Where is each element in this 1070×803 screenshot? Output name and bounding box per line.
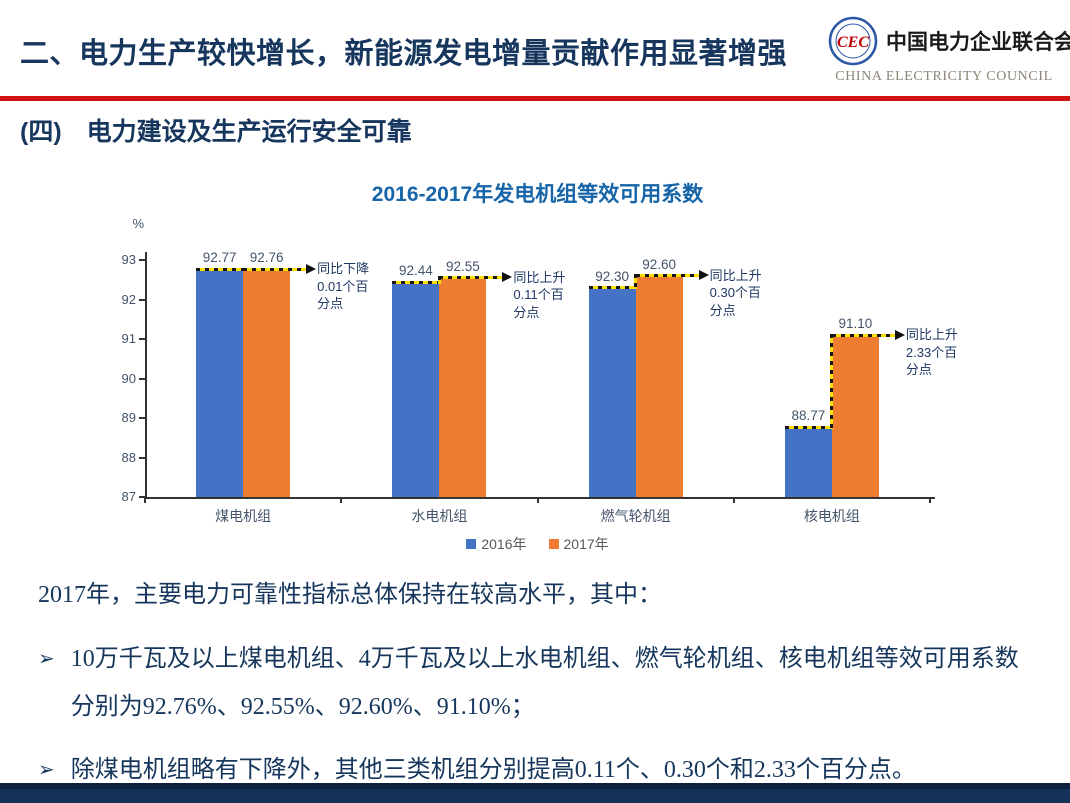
page-title: 二、电力生产较快增长，新能源发电增量贡献作用显著增强 (20, 38, 788, 70)
category-label: 煤电机组 (215, 508, 272, 524)
bar-chart: 2016-2017年发电机组等效可用系数 % 2016年 2017年 87 88 89… (0, 170, 1070, 570)
org-logo: CEC 中国电力企业联合会 CHINA ELECTRICITY COUNCIL (828, 16, 1070, 85)
bar-2016 (392, 282, 440, 497)
bullet-item: ➢ 10万千瓦及以上煤电机组、4万千瓦及以上水电机组、燃气轮机组、核电机组等效可用… (38, 635, 1043, 731)
bullet-arrow-icon: ➢ (38, 759, 55, 781)
bar-2017 (635, 275, 683, 497)
section-title: (四) 电力建设及生产运行安全可靠 (20, 118, 412, 146)
y-tick-label: 87 (121, 489, 136, 504)
footer-bar (0, 783, 1070, 803)
annotation-callout: 同比下降 0.01个百 分点 (317, 261, 370, 312)
svg-text:CEC: CEC (837, 34, 869, 51)
bar-value-label: 92.77 (202, 250, 237, 266)
arrow-right-icon (306, 263, 317, 274)
legend-swatch (466, 539, 477, 549)
y-tick-label: 88 (121, 449, 136, 465)
org-name-en: CHINA ELECTRICITY COUNCIL (835, 69, 1053, 84)
bar-value-label: 92.30 (595, 268, 630, 284)
y-axis-unit-label: % (132, 216, 144, 231)
bar-2016 (196, 269, 244, 497)
y-axis-tick (139, 417, 145, 419)
change-connector (635, 274, 699, 278)
y-axis-tick (139, 259, 145, 261)
arrow-right-icon (894, 329, 905, 340)
x-axis-tick (340, 497, 343, 503)
annotation-callout: 同比上升 2.33个百 分点 (905, 327, 958, 378)
legend-label: 2016年 (481, 536, 527, 552)
change-connector (831, 333, 895, 337)
change-connector (830, 333, 834, 429)
legend-item: 2017年 (548, 534, 609, 554)
legend-label: 2017年 (563, 536, 609, 552)
bar-2016 (588, 287, 636, 497)
header-divider (0, 96, 1070, 101)
change-connector (634, 274, 638, 290)
change-connector (437, 276, 441, 284)
bar-2017 (439, 277, 487, 497)
y-tick-label: 93 (121, 252, 136, 267)
y-axis-tick (139, 377, 145, 380)
bullet-text: 10万千瓦及以上煤电机组、4万千瓦及以上水电机组、燃气轮机组、核电机组等效可用系… (70, 646, 1019, 720)
y-tick-label: 92 (121, 291, 136, 307)
x-axis-tick (732, 497, 735, 503)
y-tick-label: 91 (121, 331, 136, 346)
change-connector (243, 267, 307, 271)
category-label: 水电机组 (411, 508, 468, 524)
intro-paragraph: 2017年，主要电力可靠性指标总体保持在较高水平，其中： (38, 582, 662, 608)
bar-value-label: 91.10 (838, 316, 873, 332)
x-axis-tick (536, 497, 539, 503)
category-label: 燃气轮机组 (600, 508, 671, 524)
change-connector (392, 280, 440, 284)
bar-2017 (831, 335, 879, 497)
y-axis-tick (139, 496, 145, 498)
annotation-callout: 同比上升 0.30个百 分点 (709, 267, 762, 318)
y-tick-label: 90 (121, 370, 136, 386)
x-axis-tick (144, 497, 146, 503)
bar-value-label: 92.76 (249, 250, 284, 266)
bullet-arrow-icon: ➢ (38, 648, 55, 670)
bar-value-label: 92.55 (445, 258, 480, 274)
legend-swatch (548, 539, 559, 549)
category-label: 核电机组 (803, 508, 860, 524)
y-axis-tick (139, 298, 145, 301)
bar-2016 (784, 427, 832, 497)
bar-value-label: 88.77 (791, 408, 826, 424)
arrow-right-icon (698, 270, 709, 281)
cec-logo-icon: CEC (828, 16, 878, 66)
bullet-item: ➢ 除煤电机组略有下降外，其他三类机组分别提高0.11个、0.30个和2.33个百… (38, 746, 1043, 794)
bar-2017 (243, 269, 291, 497)
y-axis-tick (139, 338, 145, 340)
x-axis-line (145, 497, 935, 499)
annotation-callout: 同比上升 0.11个百 分点 (513, 269, 566, 320)
bullet-list: ➢ 10万千瓦及以上煤电机组、4万千瓦及以上水电机组、燃气轮机组、核电机组等效可用… (38, 635, 1043, 794)
change-connector (784, 425, 832, 429)
bar-value-label: 92.60 (642, 256, 677, 272)
change-connector (588, 286, 636, 290)
org-name-cn: 中国电力企业联合会 (886, 31, 1070, 54)
arrow-right-icon (502, 272, 513, 283)
bullet-text: 除煤电机组略有下降外，其他三类机组分别提高0.11个、0.30个和2.33个百分… (70, 757, 916, 783)
y-axis-tick (139, 456, 145, 459)
y-axis-line (145, 252, 147, 498)
y-tick-label: 89 (121, 410, 136, 425)
bar-value-label: 92.44 (398, 263, 433, 279)
legend-item: 2016年 (466, 534, 527, 554)
body-text: 2017年，主要电力可靠性指标总体保持在较高水平，其中： ➢ 10万千瓦及以上煤电… (38, 574, 1043, 803)
change-connector (196, 267, 244, 271)
change-connector (439, 276, 503, 280)
chart-legend: 2016年 2017年 (145, 534, 930, 554)
chart-title: 2016-2017年发电机组等效可用系数 (371, 183, 704, 206)
x-axis-tick (929, 497, 931, 503)
